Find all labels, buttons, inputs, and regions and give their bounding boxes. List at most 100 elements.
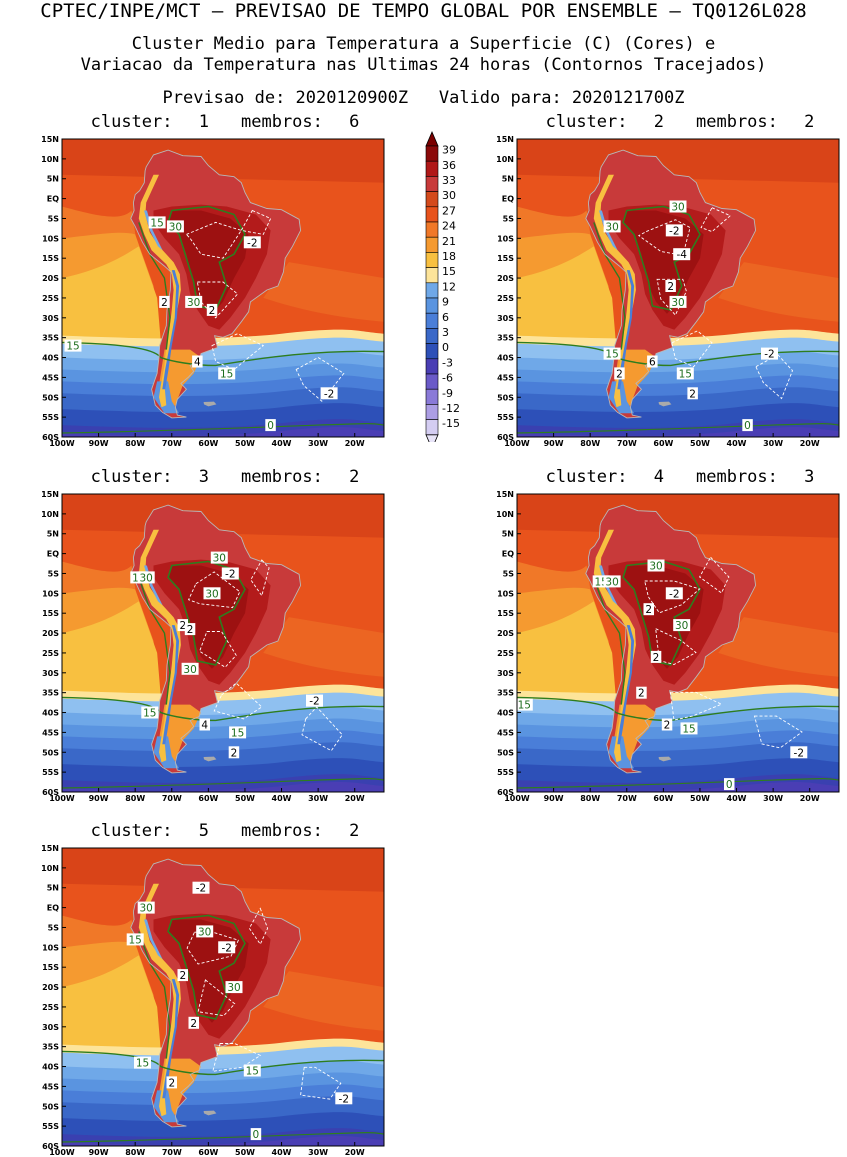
- patagonia-cold: [608, 736, 635, 769]
- colorbar-label: 33: [442, 174, 456, 187]
- contour-label-box: [687, 387, 698, 400]
- map-frame: [516, 138, 840, 438]
- variation-contour-0: [187, 571, 241, 609]
- lat-tick-label: 60S: [42, 1142, 59, 1151]
- colorbar-segment: [425, 252, 439, 268]
- contour-label-box: [206, 303, 218, 316]
- lat-tick-label: EQ: [502, 195, 514, 204]
- lat-tick-label: 45S: [42, 1082, 59, 1091]
- pacific-band-18: [62, 246, 161, 342]
- contour-label-box: [335, 1092, 353, 1105]
- map-frame: [61, 847, 385, 1147]
- lon-tick-label: 40W: [727, 439, 747, 448]
- temperature-contour-label: 30: [205, 588, 218, 600]
- lat-tick-label: 30S: [42, 669, 59, 678]
- product-title: CPTEC/INPE/MCT – PREVISAO DE TEMPO GLOBA…: [40, 0, 807, 22]
- contour-label-box: [203, 587, 221, 600]
- andes-band-cold: [162, 979, 180, 1099]
- lat-tick-label: 30S: [42, 314, 59, 323]
- lat-tick-label: 35S: [42, 334, 59, 343]
- panel-title-3: cluster: 3 membros: 2: [90, 467, 360, 487]
- contour-label-box: [192, 355, 203, 368]
- variation-contour-label: 2: [638, 688, 645, 700]
- temperature-contour-label: 15: [682, 723, 695, 735]
- variation-contour-2: [671, 330, 713, 368]
- lat-tick-label: 55S: [42, 413, 59, 422]
- lat-tick-label: 10N: [496, 510, 514, 519]
- lat-tick-label: 20S: [42, 274, 59, 283]
- cold-band-8: [62, 427, 384, 437]
- lat-tick-label: 15S: [497, 254, 514, 263]
- valid-date: Valido para: 2020121700Z: [438, 88, 685, 108]
- lat-tick-label: EQ: [47, 550, 59, 559]
- contour-15-andes: [138, 222, 171, 350]
- contour-label-box: [647, 559, 665, 572]
- lon-tick-label: 40W: [272, 439, 292, 448]
- variation-contour-0: [186, 931, 240, 965]
- lat-tick-label: 55S: [497, 413, 514, 422]
- contour-label-box: [166, 220, 184, 233]
- lat-tick-label: 25S: [42, 1003, 59, 1012]
- map-frame: [61, 493, 385, 793]
- contour-label-box: [137, 571, 155, 584]
- colorbar-segment: [425, 297, 439, 314]
- tropical-warm-band: [517, 494, 839, 538]
- panel-title-4: cluster: 4 membros: 3: [545, 467, 815, 487]
- falklands: [658, 401, 672, 407]
- lon-tick-label: 100W: [504, 794, 530, 803]
- variation-contour-label: -2: [669, 225, 679, 237]
- temperature-contour-label: 30: [675, 620, 688, 632]
- contour-label-box: [166, 1076, 177, 1089]
- temperature-contour-label: 30: [605, 221, 618, 233]
- lon-tick-label: 100W: [49, 439, 75, 448]
- colorbar-label: 39: [442, 144, 456, 157]
- lon-tick-label: 20W: [345, 439, 365, 448]
- variation-contour-2: [212, 1043, 262, 1072]
- lat-tick-label: 10S: [497, 234, 514, 243]
- variation-contour-4: [699, 556, 730, 594]
- contour-0: [516, 778, 840, 789]
- patagonia-cold: [608, 381, 635, 414]
- lon-tick-label: 20W: [800, 794, 820, 803]
- lat-tick-label: 40S: [497, 354, 514, 363]
- variation-contour-label: 6: [649, 357, 656, 369]
- lon-tick-label: 50W: [690, 794, 710, 803]
- variation-contour-3: [295, 356, 345, 402]
- colorbar-segment: [425, 358, 439, 375]
- colorbar-label: 0: [442, 341, 449, 354]
- lat-tick-label: 10S: [497, 589, 514, 598]
- contour-label-box: [159, 295, 170, 308]
- map-panel-cluster-2: 30 30 -2 -4 2 30 15 -2 6 2 15 2 0 15N 10N 5N EQ 5S 10S 15S 2…: [496, 135, 840, 448]
- temperature-contour-label: 30: [198, 926, 211, 938]
- variation-contour-label: -2: [247, 237, 257, 249]
- contour-label-box: [134, 1056, 151, 1069]
- andes-band-18: [138, 883, 181, 1117]
- contour-15-andes: [593, 577, 626, 705]
- contour-label-box: [603, 220, 621, 233]
- lat-tick-label: 15N: [41, 844, 59, 853]
- patagonia-cold: [153, 1090, 180, 1123]
- lat-tick-label: 10S: [42, 943, 59, 952]
- contour-label-box: [724, 778, 735, 791]
- lon-tick-label: 60W: [653, 439, 673, 448]
- coastline: [585, 149, 757, 419]
- lat-tick-label: 30S: [497, 669, 514, 678]
- lat-tick-label: 35S: [42, 689, 59, 698]
- contour-label-box: [199, 718, 210, 731]
- lon-tick-label: 70W: [162, 794, 182, 803]
- andes-band-18: [593, 529, 636, 763]
- contour-0: [61, 423, 385, 434]
- lat-tick-label: 45S: [42, 373, 59, 382]
- contour-label-box: [177, 969, 188, 982]
- lon-tick-label: 100W: [504, 439, 530, 448]
- lat-tick-label: 45S: [497, 728, 514, 737]
- contour-label-box: [650, 650, 662, 663]
- atlantic-band-24: [263, 617, 384, 677]
- lat-tick-label: 20S: [42, 983, 59, 992]
- lon-tick-label: 80W: [580, 439, 600, 448]
- colorbar-segment: [425, 328, 439, 344]
- contour-0: [61, 1132, 385, 1143]
- lat-tick-label: 15N: [41, 490, 59, 499]
- lat-tick-label: 40S: [42, 1063, 59, 1072]
- forecast-date: Previsao de: 2020120900Z: [162, 88, 409, 108]
